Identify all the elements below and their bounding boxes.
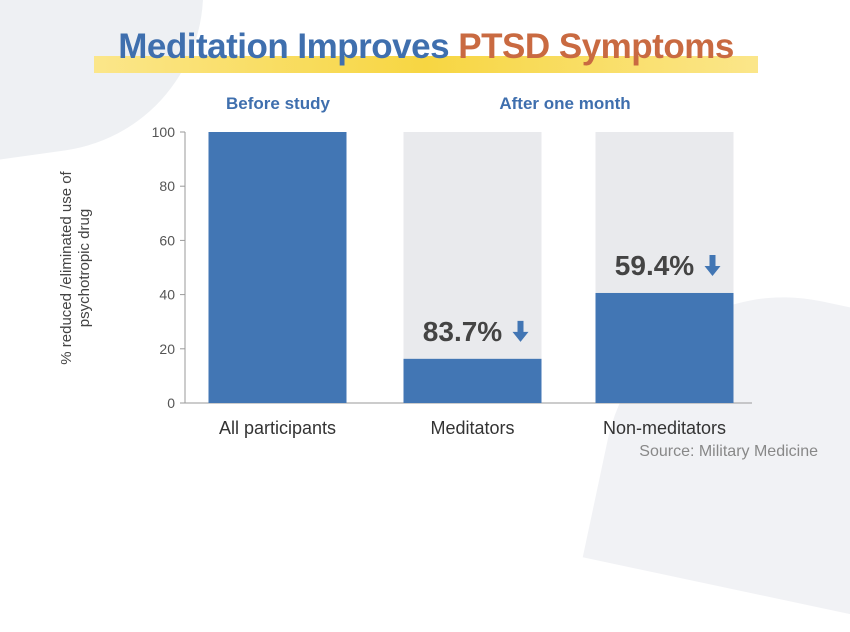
bar-chart: 0 20 40 60 80 100 All participants Meditators 83… (152, 124, 752, 438)
y-tick-label: 0 (167, 395, 175, 411)
bar (595, 292, 734, 403)
y-tick-label: 100 (152, 124, 176, 140)
bar (208, 132, 347, 403)
y-tick-label: 20 (159, 341, 175, 357)
arrow-down-icon (512, 320, 529, 342)
x-tick-label: All participants (219, 418, 336, 438)
data-label: 59.4% (615, 250, 694, 281)
title-part-orange: PTSD Symptoms (458, 27, 734, 66)
bar (403, 358, 542, 403)
data-label: 83.7% (423, 316, 502, 347)
y-tick-label: 60 (159, 232, 175, 248)
y-tick-label: 80 (159, 178, 175, 194)
group-label-after: After one month (499, 94, 631, 113)
source-note: Source: Military Medicine (639, 443, 818, 460)
y-tick-label: 40 (159, 287, 175, 303)
group-label-before: Before study (226, 94, 330, 113)
x-tick-label: Meditators (430, 418, 514, 438)
arrow-down-icon (704, 254, 721, 276)
title-highlight-band (94, 56, 758, 73)
title-part-blue: Meditation Improves (118, 27, 450, 66)
background-bar (403, 132, 542, 403)
chart-title: Meditation Improves PTSD Symptoms (94, 22, 758, 76)
x-tick-label: Non-meditators (603, 418, 726, 438)
